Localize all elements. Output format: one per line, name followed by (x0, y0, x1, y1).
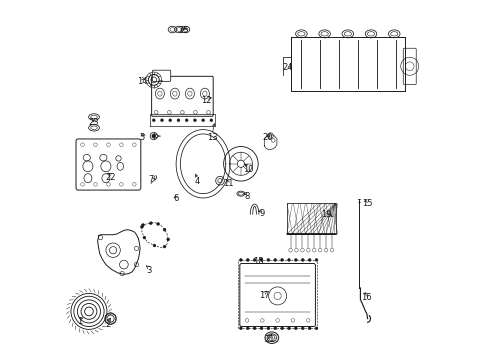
Circle shape (201, 119, 204, 122)
Circle shape (156, 222, 159, 225)
Text: 14: 14 (136, 77, 147, 85)
Circle shape (266, 258, 269, 261)
Text: 6: 6 (173, 194, 179, 203)
Text: 16: 16 (361, 292, 371, 302)
Text: 17: 17 (259, 292, 269, 300)
Circle shape (273, 258, 276, 261)
Circle shape (142, 236, 145, 239)
Circle shape (287, 258, 290, 261)
Circle shape (253, 258, 256, 261)
Text: 5: 5 (139, 133, 144, 142)
Circle shape (239, 258, 242, 261)
Circle shape (166, 238, 169, 241)
Circle shape (152, 119, 155, 122)
Circle shape (141, 224, 144, 226)
Text: 23: 23 (88, 118, 99, 127)
Circle shape (253, 327, 256, 330)
Circle shape (314, 258, 317, 261)
Text: 18: 18 (253, 256, 264, 265)
Text: 2: 2 (105, 320, 111, 329)
Circle shape (168, 119, 171, 122)
Circle shape (193, 119, 196, 122)
Circle shape (307, 258, 310, 261)
Text: 3: 3 (146, 266, 151, 275)
Circle shape (185, 119, 188, 122)
Text: 22: 22 (105, 173, 116, 181)
Text: 8: 8 (244, 192, 249, 201)
FancyBboxPatch shape (239, 264, 315, 327)
Text: 24: 24 (282, 63, 292, 72)
Text: 19: 19 (321, 210, 331, 219)
Circle shape (153, 244, 156, 247)
Text: 15: 15 (361, 199, 371, 208)
Text: 1: 1 (77, 317, 82, 325)
Circle shape (273, 327, 276, 330)
Text: 13: 13 (206, 133, 217, 142)
Circle shape (160, 119, 163, 122)
FancyBboxPatch shape (151, 76, 213, 116)
Text: 10: 10 (243, 165, 253, 174)
Circle shape (163, 245, 166, 248)
Circle shape (294, 258, 297, 261)
Text: 4: 4 (195, 177, 200, 186)
Circle shape (301, 327, 304, 330)
Circle shape (280, 258, 283, 261)
Circle shape (246, 327, 249, 330)
FancyBboxPatch shape (403, 48, 415, 85)
Text: 25: 25 (178, 26, 188, 35)
Circle shape (152, 134, 155, 138)
Text: 9: 9 (259, 209, 264, 217)
Circle shape (294, 327, 297, 330)
Text: 11: 11 (223, 179, 233, 188)
Circle shape (163, 228, 166, 231)
Circle shape (314, 327, 317, 330)
Bar (286, 203, 335, 234)
Circle shape (246, 258, 249, 261)
Circle shape (280, 327, 283, 330)
Circle shape (239, 327, 242, 330)
Text: 20: 20 (262, 133, 273, 142)
Text: 7: 7 (148, 175, 153, 184)
Circle shape (140, 225, 143, 228)
Circle shape (149, 222, 152, 225)
FancyBboxPatch shape (76, 139, 141, 190)
Circle shape (266, 327, 269, 330)
Circle shape (287, 327, 290, 330)
Circle shape (307, 327, 310, 330)
FancyBboxPatch shape (152, 70, 170, 81)
Text: 12: 12 (201, 96, 211, 105)
Circle shape (301, 258, 304, 261)
Circle shape (177, 119, 180, 122)
Circle shape (260, 258, 263, 261)
Text: 21: 21 (264, 335, 274, 343)
Circle shape (260, 327, 263, 330)
Circle shape (209, 119, 212, 122)
